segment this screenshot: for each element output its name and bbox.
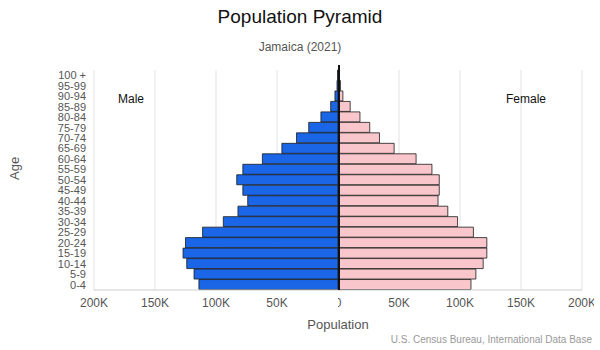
html-text:Jamaica (2021): Jamaica (2021) bbox=[258, 40, 342, 54]
svg-text:150K: 150K bbox=[507, 296, 535, 310]
svg-text:15-19: 15-19 bbox=[57, 247, 86, 260]
html-text:U.S. Census Bureau, Internatio: U.S. Census Bureau, International Data B… bbox=[390, 334, 592, 345]
svg-text:100 +: 100 + bbox=[58, 69, 86, 82]
svg-text:65-69: 65-69 bbox=[57, 142, 86, 155]
svg-text:85-89: 85-89 bbox=[57, 100, 86, 113]
svg-text:55-59: 55-59 bbox=[57, 163, 86, 176]
html-text:Female: Female bbox=[506, 92, 546, 106]
svg-text:5-9: 5-9 bbox=[70, 268, 86, 281]
svg-text:45-49: 45-49 bbox=[57, 184, 86, 197]
svg-text:25-29: 25-29 bbox=[57, 226, 86, 239]
svg-text:20-24: 20-24 bbox=[57, 236, 86, 249]
svg-text:200K: 200K bbox=[80, 296, 108, 310]
svg-text:0: 0 bbox=[338, 296, 342, 310]
html-text:Population: Population bbox=[307, 317, 369, 332]
svg-text:95-99: 95-99 bbox=[57, 79, 86, 92]
svg-text:35-39: 35-39 bbox=[57, 205, 86, 218]
svg-text:100K: 100K bbox=[202, 296, 230, 310]
svg-text:30-34: 30-34 bbox=[57, 215, 86, 228]
svg-text:50-54: 50-54 bbox=[57, 173, 86, 186]
svg-text:75-79: 75-79 bbox=[57, 121, 86, 134]
svg-text:0-4: 0-4 bbox=[70, 279, 86, 291]
svg-text:100K: 100K bbox=[446, 296, 474, 310]
svg-text:200K: 200K bbox=[568, 296, 592, 310]
html-text:Population Pyramid: Population Pyramid bbox=[217, 6, 383, 27]
svg-text:10-14: 10-14 bbox=[57, 257, 86, 270]
svg-text:50K: 50K bbox=[266, 296, 287, 310]
svg-text:50K: 50K bbox=[388, 296, 409, 310]
svg-text:40-44: 40-44 bbox=[57, 194, 86, 207]
html-text:Male: Male bbox=[118, 92, 144, 106]
svg-text:150K: 150K bbox=[141, 296, 169, 310]
svg-text:90-94: 90-94 bbox=[57, 90, 86, 103]
svg-text:60-64: 60-64 bbox=[57, 153, 86, 165]
svg-text:80-84: 80-84 bbox=[57, 111, 86, 123]
svg-text:70-74: 70-74 bbox=[57, 132, 86, 144]
svg-text:Age: Age bbox=[8, 157, 22, 180]
